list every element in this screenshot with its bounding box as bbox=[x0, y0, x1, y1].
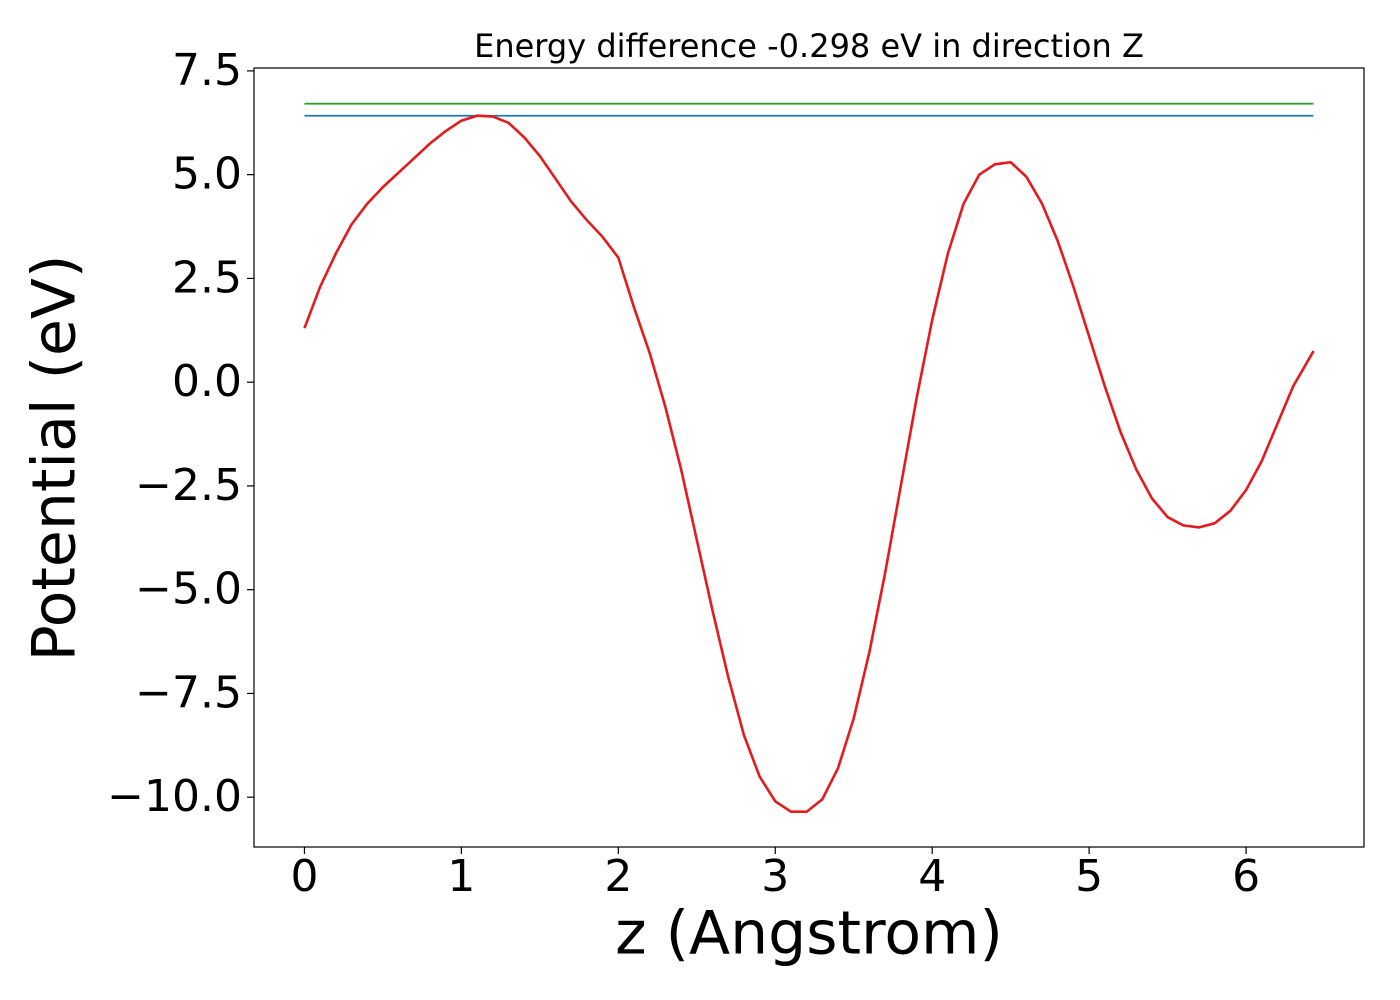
y-tick-label: −2.5 bbox=[135, 460, 242, 511]
y-axis-label: Potential (eV) bbox=[20, 255, 90, 662]
x-axis-label: z (Angstrom) bbox=[615, 899, 1003, 969]
x-tick-label: 4 bbox=[918, 851, 946, 902]
x-tick-label: 2 bbox=[604, 851, 632, 902]
y-tick-label: −7.5 bbox=[135, 667, 242, 718]
chart-title: Energy difference -0.298 eV in direction… bbox=[474, 27, 1144, 65]
y-tick-label: 0.0 bbox=[172, 356, 242, 407]
x-tick-label: 5 bbox=[1075, 851, 1103, 902]
y-tick-label: −10.0 bbox=[107, 771, 242, 822]
x-tick-label: 3 bbox=[761, 851, 789, 902]
y-tick-label: −5.0 bbox=[135, 564, 242, 615]
x-tick-label: 6 bbox=[1232, 851, 1260, 902]
y-tick-label: 5.0 bbox=[172, 149, 242, 200]
x-tick-label: 0 bbox=[290, 851, 318, 902]
y-tick-label: 7.5 bbox=[172, 45, 242, 96]
y-tick-label: 2.5 bbox=[172, 252, 242, 303]
line-series bbox=[303, 114, 1315, 814]
x-tick-label: 1 bbox=[447, 851, 475, 902]
plot-frame bbox=[253, 67, 1365, 848]
